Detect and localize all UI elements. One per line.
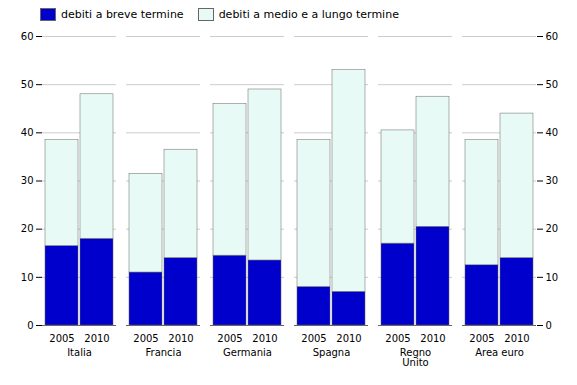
svg-text:2005: 2005 [469, 333, 494, 344]
svg-text:2010: 2010 [252, 333, 277, 344]
svg-text:20: 20 [546, 223, 559, 234]
svg-text:RegnoUnito: RegnoUnito [400, 347, 431, 368]
svg-text:0: 0 [27, 320, 33, 331]
svg-text:Spagna: Spagna [313, 347, 351, 358]
svg-text:60: 60 [546, 31, 559, 42]
svg-text:Area euro: Area euro [475, 347, 524, 358]
svg-text:40: 40 [546, 127, 559, 138]
svg-text:10: 10 [21, 272, 34, 283]
svg-text:50: 50 [21, 79, 34, 90]
svg-text:50: 50 [546, 79, 559, 90]
svg-text:2010: 2010 [504, 333, 529, 344]
svg-text:2010: 2010 [336, 333, 361, 344]
svg-text:20: 20 [21, 223, 34, 234]
svg-text:40: 40 [21, 127, 34, 138]
svg-text:2005: 2005 [385, 333, 410, 344]
svg-text:10: 10 [546, 272, 559, 283]
html-text:debiti a breve termine: debiti a breve termine [61, 7, 184, 21]
svg-text:2010: 2010 [420, 333, 445, 344]
svg-text:Germania: Germania [223, 347, 272, 358]
svg-text:60: 60 [21, 31, 34, 42]
svg-text:30: 30 [21, 175, 34, 186]
svg-text:2010: 2010 [84, 333, 109, 344]
svg-text:2005: 2005 [217, 333, 242, 344]
svg-text:0: 0 [546, 320, 552, 331]
svg-text:2005: 2005 [133, 333, 158, 344]
svg-text:30: 30 [546, 175, 559, 186]
svg-text:Francia: Francia [145, 347, 181, 358]
svg-text:2005: 2005 [301, 333, 326, 344]
svg-text:Italia: Italia [67, 347, 92, 358]
svg-text:2005: 2005 [49, 333, 74, 344]
html-text:debiti a medio e a lungo termi: debiti a medio e a lungo termine [218, 7, 399, 21]
svg-text:2010: 2010 [168, 333, 193, 344]
